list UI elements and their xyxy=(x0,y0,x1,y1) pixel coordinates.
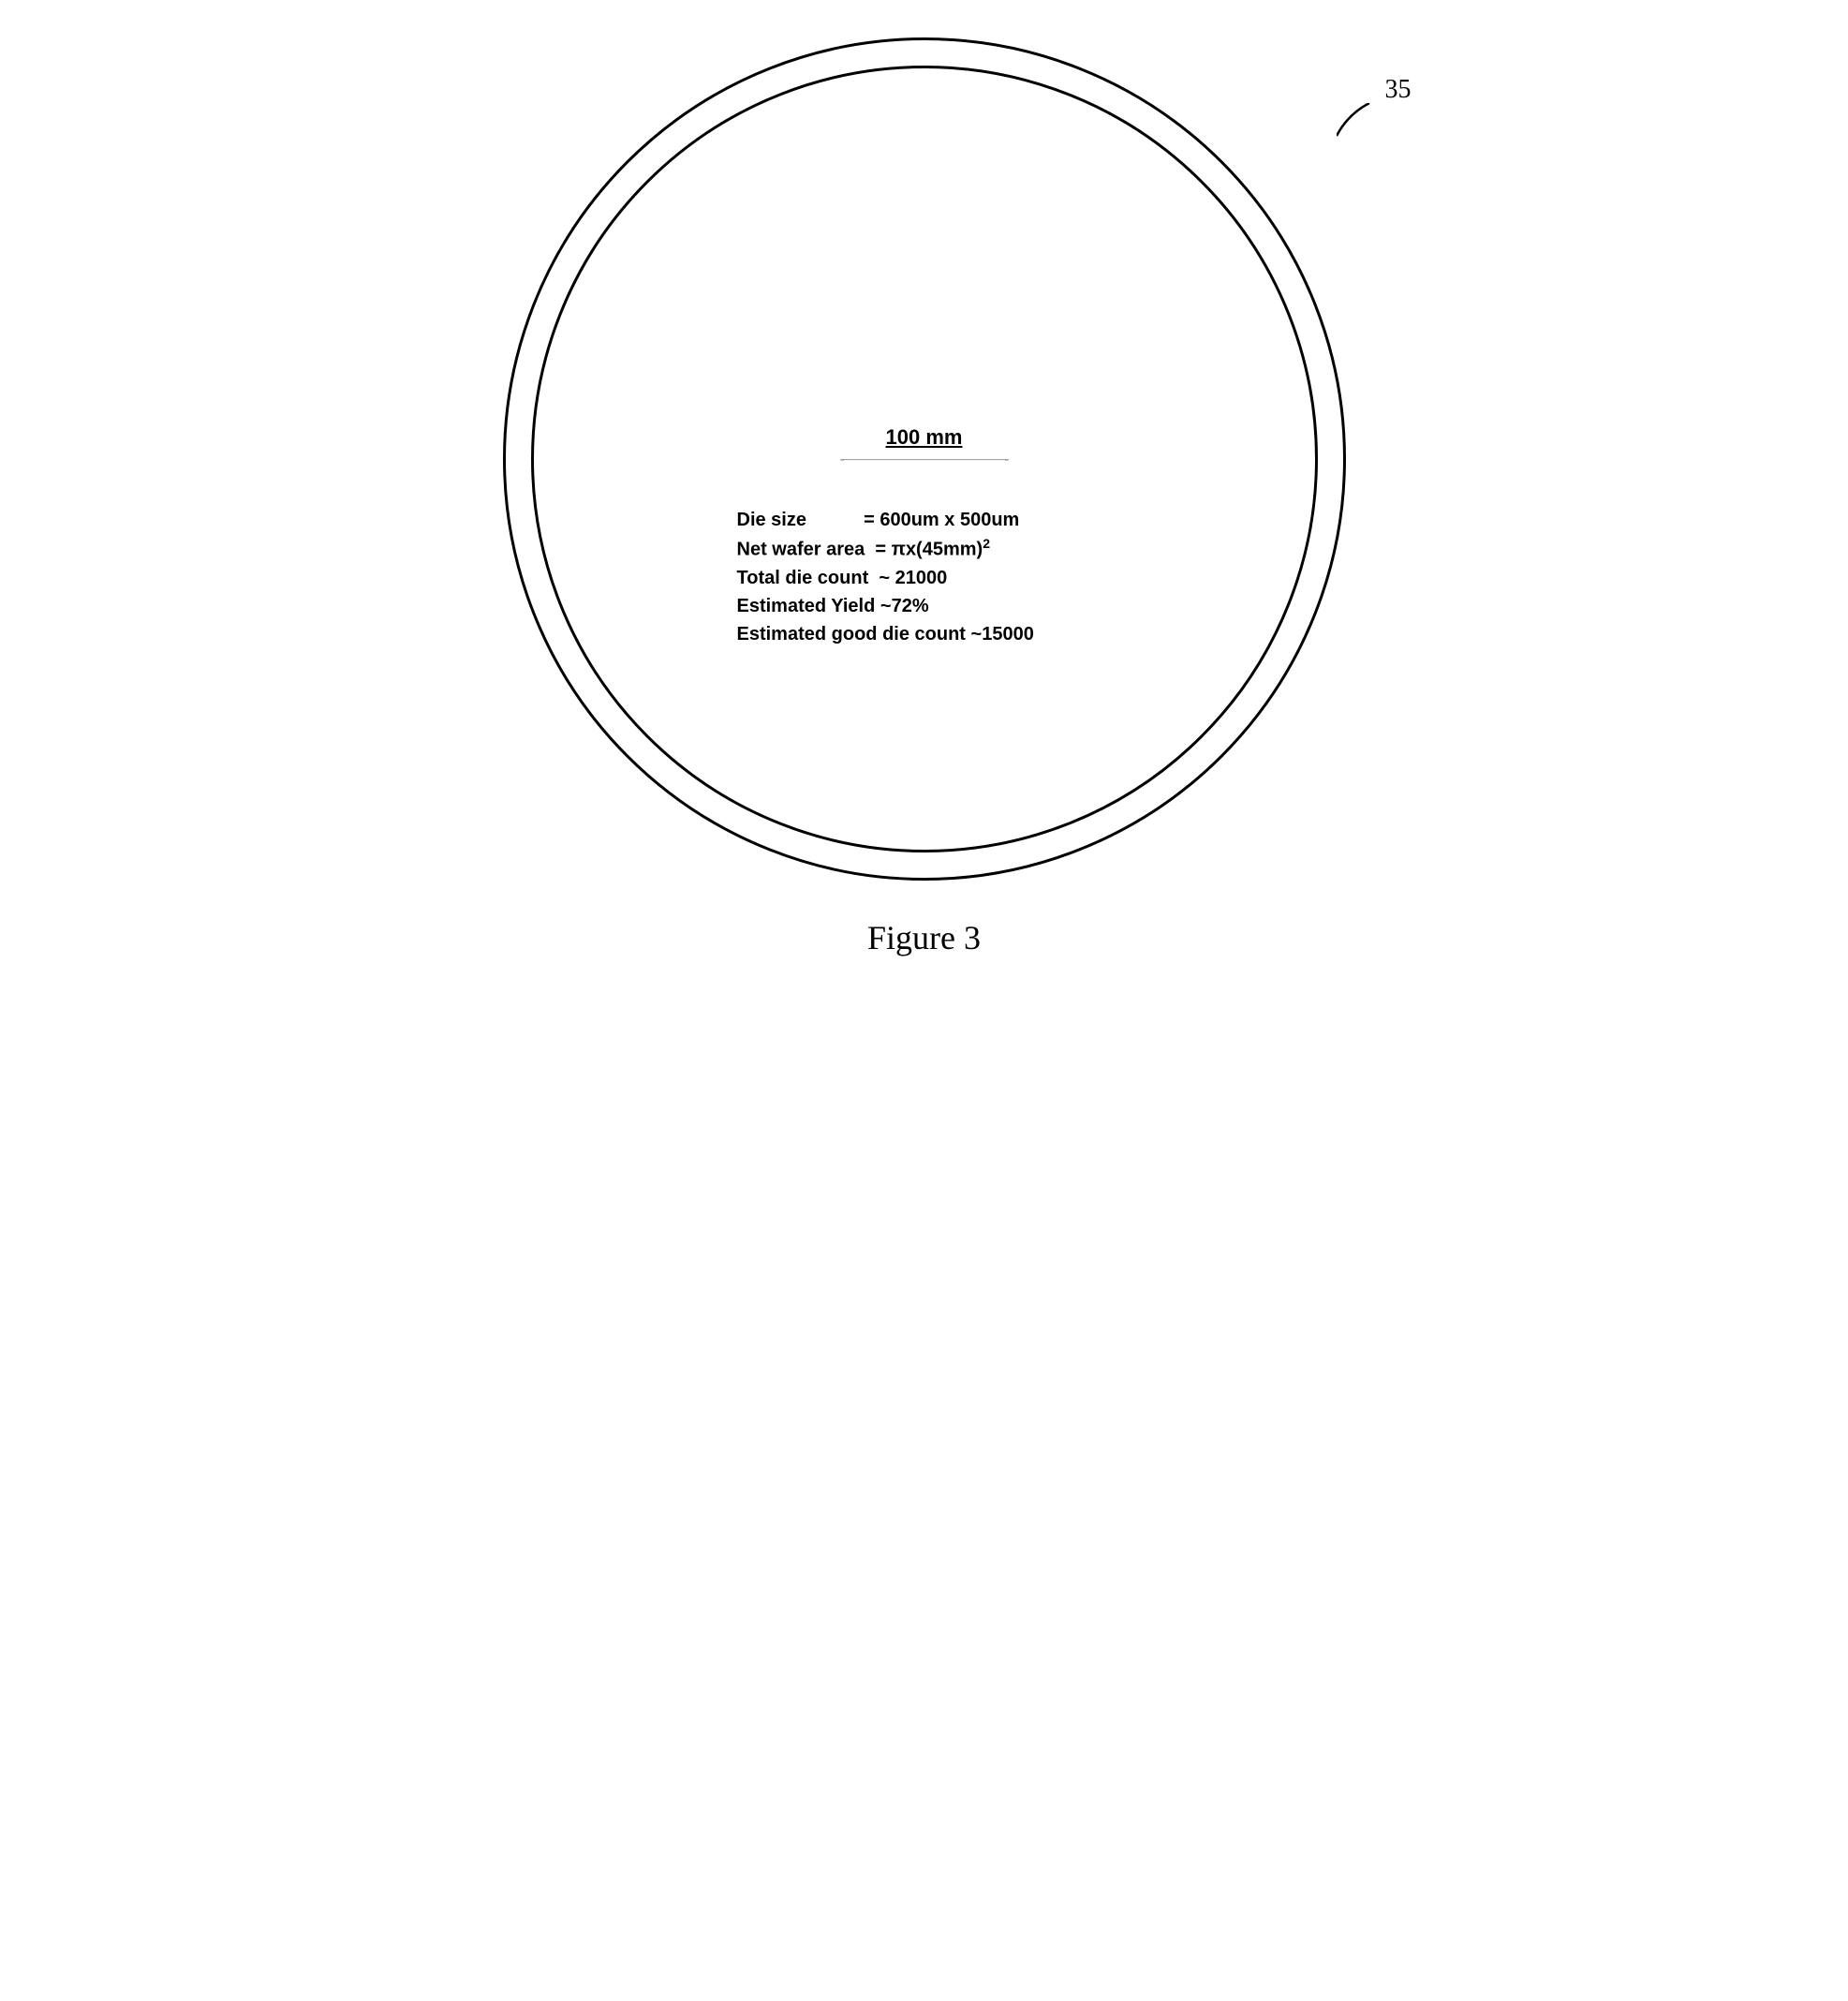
callout-curve xyxy=(1337,103,1383,150)
wafer-info-block: Die size = 600um x 500um Net wafer area … xyxy=(737,506,1034,648)
die-size-label: Die size xyxy=(737,510,806,530)
diameter-label: 100 mm xyxy=(882,425,967,450)
info-estimated-yield: Estimated Yield ~72% xyxy=(737,592,1034,620)
total-die-count-label: Total die count xyxy=(737,568,869,588)
total-die-count-value: ~ 21000 xyxy=(879,568,947,588)
net-wafer-area-prefix: = xyxy=(875,540,891,560)
net-wafer-area-label: Net wafer area xyxy=(737,540,865,560)
info-total-die-count: Total die count ~ 21000 xyxy=(737,564,1034,592)
info-estimated-good: Estimated good die count ~15000 xyxy=(737,620,1034,648)
net-wafer-area-exponent: 2 xyxy=(983,536,990,551)
info-die-size: Die size = 600um x 500um xyxy=(737,506,1034,534)
diameter-arrow xyxy=(503,459,1346,463)
wafer-diagram: 35 100 mm Die size = 600um x 500um Net w… xyxy=(503,37,1346,881)
info-net-wafer-area: Net wafer area = πx(45mm)2 xyxy=(737,534,1034,564)
estimated-good-value: ~15000 xyxy=(971,624,1034,645)
pi-symbol: π xyxy=(892,540,906,560)
estimated-good-label: Estimated good die count xyxy=(737,624,966,645)
die-size-value: = 600um x 500um xyxy=(864,510,1019,530)
net-wafer-area-body: x(45mm) xyxy=(906,540,983,560)
callout-label: 35 xyxy=(1385,75,1412,105)
estimated-yield-value: ~72% xyxy=(880,596,929,616)
estimated-yield-label: Estimated Yield xyxy=(737,596,876,616)
figure-caption: Figure 3 xyxy=(867,918,981,957)
